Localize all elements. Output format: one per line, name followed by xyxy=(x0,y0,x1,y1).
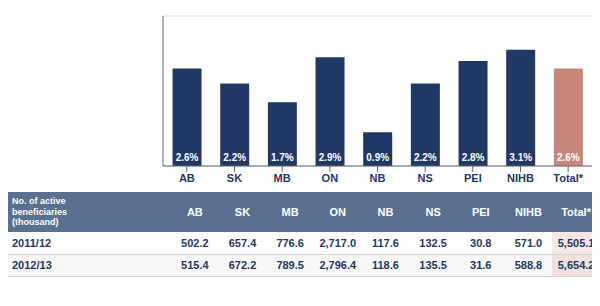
html-text:776.6: 776.6 xyxy=(276,236,304,249)
html-text:789.5: 789.5 xyxy=(276,259,304,271)
svg-text:ON: ON xyxy=(322,172,339,184)
html-text:31.6: 31.6 xyxy=(470,259,492,271)
html-text:515.4: 515.4 xyxy=(181,259,209,271)
svg-text:AB: AB xyxy=(179,172,195,184)
html-text:2,717.0: 2,717.0 xyxy=(319,236,357,249)
svg-text:PEI: PEI xyxy=(464,172,482,184)
svg-text:2.2%: 2.2% xyxy=(414,152,437,163)
html-text:502.2: 502.2 xyxy=(181,236,209,249)
html-text:672.2: 672.2 xyxy=(228,259,257,271)
html-text:117.6: 117.6 xyxy=(372,236,399,249)
svg-text:2.6%: 2.6% xyxy=(176,152,199,163)
svg-text:NIHB: NIHB xyxy=(507,172,534,184)
svg-text:2.9%: 2.9% xyxy=(319,152,342,163)
html-text:2,796.4: 2,796.4 xyxy=(319,259,357,271)
html-text:SK: SK xyxy=(234,206,251,218)
svg-text:0.9%: 0.9% xyxy=(366,152,389,163)
html-text:AB: AB xyxy=(186,206,203,218)
html-text:2011/12: 2011/12 xyxy=(12,236,52,249)
html-text:NIHB: NIHB xyxy=(515,206,542,218)
svg-text:1.7%: 1.7% xyxy=(271,152,294,163)
html-text:588.8: 588.8 xyxy=(514,259,543,271)
svg-text:SK: SK xyxy=(227,172,242,184)
html-text:118.6: 118.6 xyxy=(372,259,399,271)
svg-text:2.6%: 2.6% xyxy=(557,152,580,163)
html-text:5,505.1: 5,505.1 xyxy=(557,236,595,249)
svg-text:2.8%: 2.8% xyxy=(462,152,485,163)
svg-text:NS: NS xyxy=(418,172,433,184)
html-text:NS: NS xyxy=(425,206,441,218)
html-text:30.8: 30.8 xyxy=(470,236,492,249)
svg-text:NB: NB xyxy=(370,172,386,184)
html-text:ON: ON xyxy=(329,206,346,218)
html-text:132.5: 132.5 xyxy=(419,236,447,249)
html-text:571.0: 571.0 xyxy=(514,236,543,249)
html-text:Total*: Total* xyxy=(561,206,591,218)
html-text:2012/13: 2012/13 xyxy=(12,259,52,271)
svg-text:3.1%: 3.1% xyxy=(509,152,532,163)
svg-text:Total*: Total* xyxy=(553,172,583,184)
html-text:657.4: 657.4 xyxy=(228,236,257,249)
svg-text:2.2%: 2.2% xyxy=(223,152,246,163)
html-text:5,654.2: 5,654.2 xyxy=(557,259,595,271)
html-text:No. of active beneficiaries (t: No. of active beneficiaries (thousand) xyxy=(12,195,67,228)
html-text:MB: MB xyxy=(281,206,299,218)
svg-text:MB: MB xyxy=(274,172,291,184)
html-text:NB: NB xyxy=(377,206,394,218)
html-text:135.5: 135.5 xyxy=(419,259,447,271)
html-text:PEI: PEI xyxy=(471,206,490,218)
